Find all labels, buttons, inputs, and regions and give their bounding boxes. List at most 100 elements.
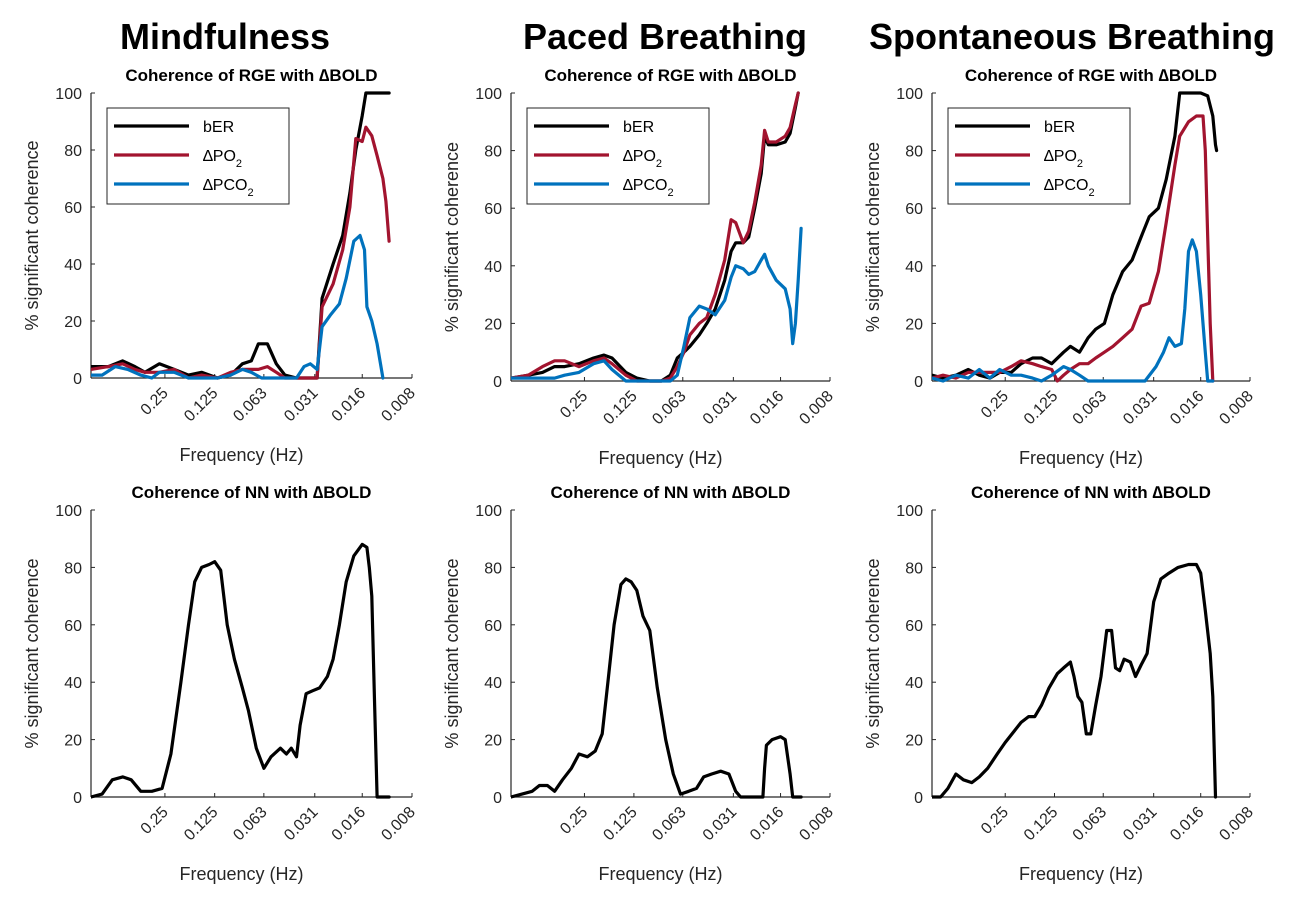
series-line-dPCO2 — [91, 233, 385, 380]
x-tick-label: 0.125 — [1021, 388, 1061, 428]
y-tick-label: 0 — [914, 374, 923, 391]
x-tick-label: 0.125 — [600, 388, 640, 428]
x-tick-label: 0.016 — [1167, 388, 1207, 428]
legend-label-dPO2: ∆PO2 — [203, 148, 242, 170]
x-tick-label: 0.125 — [1021, 804, 1061, 844]
panel-title: Coherence of RGE with ∆BOLD — [544, 66, 796, 85]
y-tick-label: 60 — [484, 618, 502, 635]
legend-label-bER: bER — [623, 119, 654, 136]
y-tick-label: 100 — [55, 503, 82, 520]
legend-label-dPCO2: ∆PCO2 — [623, 177, 674, 199]
column-title-paced-breathing: Paced Breathing — [523, 16, 807, 57]
panel-title: Coherence of NN with ∆BOLD — [551, 483, 791, 502]
y-tick-label: 40 — [64, 257, 82, 274]
y-tick-label: 100 — [475, 503, 502, 520]
y-tick-label: 60 — [484, 201, 502, 218]
y-tick-label: 0 — [914, 790, 923, 807]
column-title-spontaneous-breathing: Spontaneous Breathing — [869, 16, 1275, 57]
x-tick-label: 0.008 — [796, 388, 836, 428]
y-tick-label: 60 — [905, 618, 923, 635]
y-tick-label: 60 — [905, 201, 923, 218]
y-tick-label: 20 — [484, 733, 502, 750]
legend: bER ∆PO2 ∆PCO2 — [947, 107, 1131, 205]
y-tick-label: 60 — [64, 200, 82, 217]
y-axis-label: % significant coherence — [863, 558, 883, 748]
y-axis-label: % significant coherence — [22, 558, 42, 748]
y-axis-label: % significant coherence — [22, 140, 42, 330]
panel-title: Coherence of RGE with ∆BOLD — [125, 66, 377, 85]
x-tick-label: 0.25 — [138, 385, 172, 419]
chart-panel-4: Coherence of NN with ∆BOLD 0 20 40 60 80 100 0.… — [22, 483, 419, 884]
x-tick-label: 0.031 — [281, 385, 321, 425]
series-line-dPO2 — [511, 91, 800, 383]
y-axis-label: % significant coherence — [442, 558, 462, 748]
y-tick-label: 100 — [896, 86, 923, 103]
x-tick-label: 0.008 — [1216, 804, 1256, 844]
series-line-dPCO2 — [932, 238, 1215, 383]
x-tick-label: 0.063 — [1070, 804, 1110, 844]
panel-title: Coherence of NN with ∆BOLD — [971, 483, 1211, 502]
y-tick-label: 20 — [64, 314, 82, 331]
x-tick-label: 0.063 — [649, 388, 689, 428]
series-line-dPCO2 — [511, 226, 803, 383]
x-tick-label: 0.125 — [181, 804, 221, 844]
panel-title: Coherence of RGE with ∆BOLD — [965, 66, 1217, 85]
series-line-bER — [91, 542, 391, 799]
x-axis-label: Frequency (Hz) — [1019, 864, 1143, 884]
chart-panel-2: Coherence of RGE with ∆BOLD 0 20 40 60 80 100 0… — [442, 66, 837, 468]
y-tick-label: 20 — [484, 316, 502, 333]
x-axis-label: Frequency (Hz) — [1019, 448, 1143, 468]
y-tick-label: 0 — [73, 371, 82, 388]
x-tick-label: 0.031 — [281, 804, 321, 844]
panel-title: Coherence of NN with ∆BOLD — [132, 483, 372, 502]
y-tick-label: 80 — [905, 560, 923, 577]
legend-label-bER: bER — [203, 119, 234, 136]
x-tick-label: 0.031 — [1120, 388, 1160, 428]
y-tick-label: 80 — [64, 143, 82, 160]
x-tick-label: 0.25 — [978, 804, 1012, 838]
x-tick-label: 0.016 — [329, 804, 369, 844]
x-axis-label: Frequency (Hz) — [179, 864, 303, 884]
y-tick-label: 40 — [905, 259, 923, 276]
y-tick-label: 80 — [905, 144, 923, 161]
legend-label-dPCO2: ∆PCO2 — [1044, 177, 1095, 199]
y-tick-label: 60 — [64, 618, 82, 635]
y-axis-label: % significant coherence — [442, 142, 462, 332]
x-tick-label: 0.25 — [138, 804, 172, 838]
x-tick-label: 0.008 — [796, 804, 836, 844]
x-tick-label: 0.016 — [1167, 804, 1207, 844]
y-tick-label: 40 — [905, 675, 923, 692]
series-line-bER — [932, 562, 1218, 799]
legend-label-dPCO2: ∆PCO2 — [203, 177, 254, 199]
x-tick-label: 0.063 — [230, 385, 270, 425]
y-tick-label: 80 — [484, 560, 502, 577]
y-tick-label: 0 — [493, 374, 502, 391]
y-tick-label: 0 — [73, 790, 82, 807]
y-tick-label: 100 — [896, 503, 923, 520]
panels: Coherence of RGE with ∆BOLD 0 20 40 60 80 100 0… — [22, 66, 1257, 884]
x-tick-label: 0.008 — [1216, 388, 1256, 428]
legend-label-bER: bER — [1044, 119, 1075, 136]
x-tick-label: 0.016 — [747, 388, 787, 428]
legend-label-dPO2: ∆PO2 — [623, 148, 662, 170]
x-axis-label: Frequency (Hz) — [179, 445, 303, 465]
chart-panel-3: Coherence of RGE with ∆BOLD 0 20 40 60 80 100 0… — [863, 66, 1257, 468]
x-tick-label: 0.063 — [230, 804, 270, 844]
x-axis-label: Frequency (Hz) — [598, 448, 722, 468]
x-tick-label: 0.063 — [649, 804, 689, 844]
x-tick-label: 0.031 — [1120, 804, 1160, 844]
x-tick-label: 0.008 — [378, 804, 418, 844]
series-line-bER — [511, 577, 803, 799]
x-tick-label: 0.25 — [557, 804, 591, 838]
x-tick-label: 0.25 — [557, 388, 591, 422]
chart-panel-1: Coherence of RGE with ∆BOLD 0 20 40 60 80 100 0… — [22, 66, 419, 465]
y-tick-label: 40 — [484, 259, 502, 276]
y-tick-label: 100 — [55, 86, 82, 103]
y-tick-label: 40 — [484, 675, 502, 692]
x-tick-label: 0.016 — [329, 385, 369, 425]
legend: bER ∆PO2 ∆PCO2 — [526, 107, 710, 205]
chart-panel-6: Coherence of NN with ∆BOLD 0 20 40 60 80 100 0.… — [863, 483, 1257, 884]
y-axis-label: % significant coherence — [863, 142, 883, 332]
y-tick-label: 20 — [905, 733, 923, 750]
